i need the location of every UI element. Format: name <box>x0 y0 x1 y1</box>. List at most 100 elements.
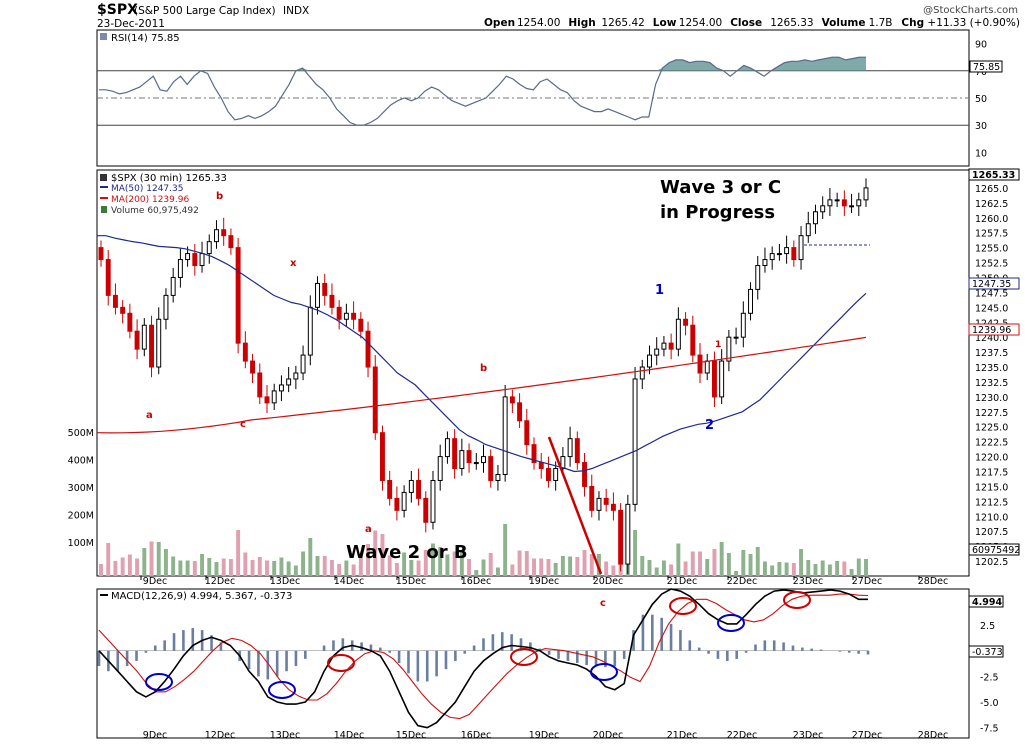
price-tick-label-18: 1247.5 <box>975 288 1008 299</box>
price-candle <box>769 253 775 261</box>
price-candle <box>293 372 299 380</box>
macd-histogram-bar <box>557 650 560 659</box>
macd-x-tick-label-6: 19Dec <box>529 730 559 741</box>
volume-bar <box>192 561 197 576</box>
price-tick-label-2: 1207.5 <box>975 527 1008 538</box>
quote-value-4: 1.7B <box>869 17 893 29</box>
macd-histogram-bar <box>651 614 654 651</box>
volume-bar <box>791 563 796 576</box>
macd-histogram-bar <box>669 623 673 651</box>
volume-bar <box>329 560 334 576</box>
price-candle <box>423 497 429 523</box>
volume-bar <box>712 549 717 576</box>
macd-x-tick-label-8: 21Dec <box>667 730 697 741</box>
rsi-plot <box>99 56 866 126</box>
volume-bar <box>532 558 536 576</box>
price-candle <box>185 253 191 261</box>
price-candle <box>726 336 732 362</box>
macd-histogram-bar <box>772 640 776 651</box>
macd-last-value-label-1: -0.373 <box>972 647 1003 658</box>
price-candle <box>524 420 530 446</box>
price-candle <box>214 229 219 243</box>
macd-cross-circle-red <box>783 591 811 609</box>
macd-histogram-bar <box>482 638 485 651</box>
price-tick-label-3: 1210.0 <box>975 512 1008 523</box>
volume-bar <box>214 562 219 576</box>
macd-x-tick-label-0: 9Dec <box>143 730 167 741</box>
quote-label-2: Low <box>653 17 677 29</box>
price-candle <box>834 199 840 202</box>
price-candle <box>574 438 580 464</box>
macd-histogram-bar <box>219 642 223 651</box>
volume-bar <box>380 534 385 576</box>
price-candle <box>748 288 753 314</box>
x-tick-label-11: 27Dec <box>852 576 882 587</box>
price-candle <box>473 462 479 465</box>
price-candle <box>675 318 681 350</box>
price-tick-label-14: 1237.5 <box>975 348 1008 359</box>
volume-bar <box>452 551 457 576</box>
annotation-red-trendline <box>547 436 603 575</box>
macd-cross-circle-blue <box>717 614 745 632</box>
date-label: 23-Dec-2011 <box>97 18 165 30</box>
macd-line <box>98 588 868 729</box>
volume-tick-label-2: 300M <box>68 483 94 494</box>
annotation-letter-a1: a <box>146 410 153 421</box>
price-legend-swatch <box>100 174 107 181</box>
annotation-letter-c2: c <box>600 598 606 609</box>
volume-bar <box>517 550 522 576</box>
price-candle <box>401 491 407 511</box>
price-tick-label-6: 1217.5 <box>975 468 1008 479</box>
macd-tick-label-0: 2.5 <box>980 621 995 632</box>
quote-label-1: High <box>568 17 595 29</box>
price-candle <box>733 336 739 339</box>
macd-histogram-bar <box>763 640 767 651</box>
volume-bar <box>510 564 515 576</box>
volume-tick-label-3: 200M <box>68 511 94 522</box>
volume-bar <box>741 550 746 576</box>
macd-histogram-bar <box>866 650 870 655</box>
price-candle <box>654 348 660 356</box>
macd-x-tick-label-12: 28Dec <box>918 730 948 741</box>
macd-histogram-bar <box>332 640 335 651</box>
volume-bar <box>438 547 443 576</box>
macd-histogram-bar <box>425 650 429 682</box>
volume-bar <box>402 552 407 576</box>
volume-bar <box>358 554 363 576</box>
rsi-legend-text: RSI(14) 75.85 <box>111 33 180 44</box>
volume-bar <box>503 524 508 576</box>
price-tick-label-10: 1227.5 <box>975 408 1008 419</box>
volume-bar <box>178 560 183 576</box>
moving-averages <box>96 235 867 473</box>
price-legend: $SPX (30 min) 1265.33 MA(50) 1247.35 MA(… <box>100 173 227 216</box>
price-candle <box>502 396 508 475</box>
macd-histogram-bar <box>726 650 729 661</box>
macd-histogram-bar <box>735 650 739 659</box>
rsi-line <box>99 56 866 126</box>
price-candle <box>177 259 183 278</box>
price-tick-label-8: 1222.5 <box>975 438 1008 449</box>
volume-bar <box>835 561 840 576</box>
volume-bar <box>820 560 825 576</box>
volume-bar <box>142 548 147 576</box>
price-tick-label-5: 1215.0 <box>975 482 1008 493</box>
volume-bar <box>120 557 125 576</box>
price-candle <box>365 330 371 368</box>
price-candle <box>661 342 667 350</box>
quote-value-2: 1254.00 <box>679 17 722 29</box>
price-candle <box>221 229 227 237</box>
quote-value-0: 1254.00 <box>517 17 560 29</box>
price-candle <box>791 247 797 261</box>
volume-bar <box>221 558 226 576</box>
price-candle <box>618 509 624 565</box>
macd-x-tick-label-1: 12Dec <box>205 730 235 741</box>
volume-bar <box>106 543 111 576</box>
price-candle <box>206 241 212 255</box>
volume-bar <box>604 561 609 576</box>
price-candle <box>711 360 717 398</box>
price-tick-label-11: 1230.0 <box>975 393 1008 404</box>
x-tick-label-10: 23Dec <box>793 576 823 587</box>
macd-histogram-bar <box>679 630 682 651</box>
macd-histogram-bar <box>782 642 785 651</box>
macd-legend: MACD(12,26,9) 4.994, 5.367, -0.373 <box>100 591 292 602</box>
